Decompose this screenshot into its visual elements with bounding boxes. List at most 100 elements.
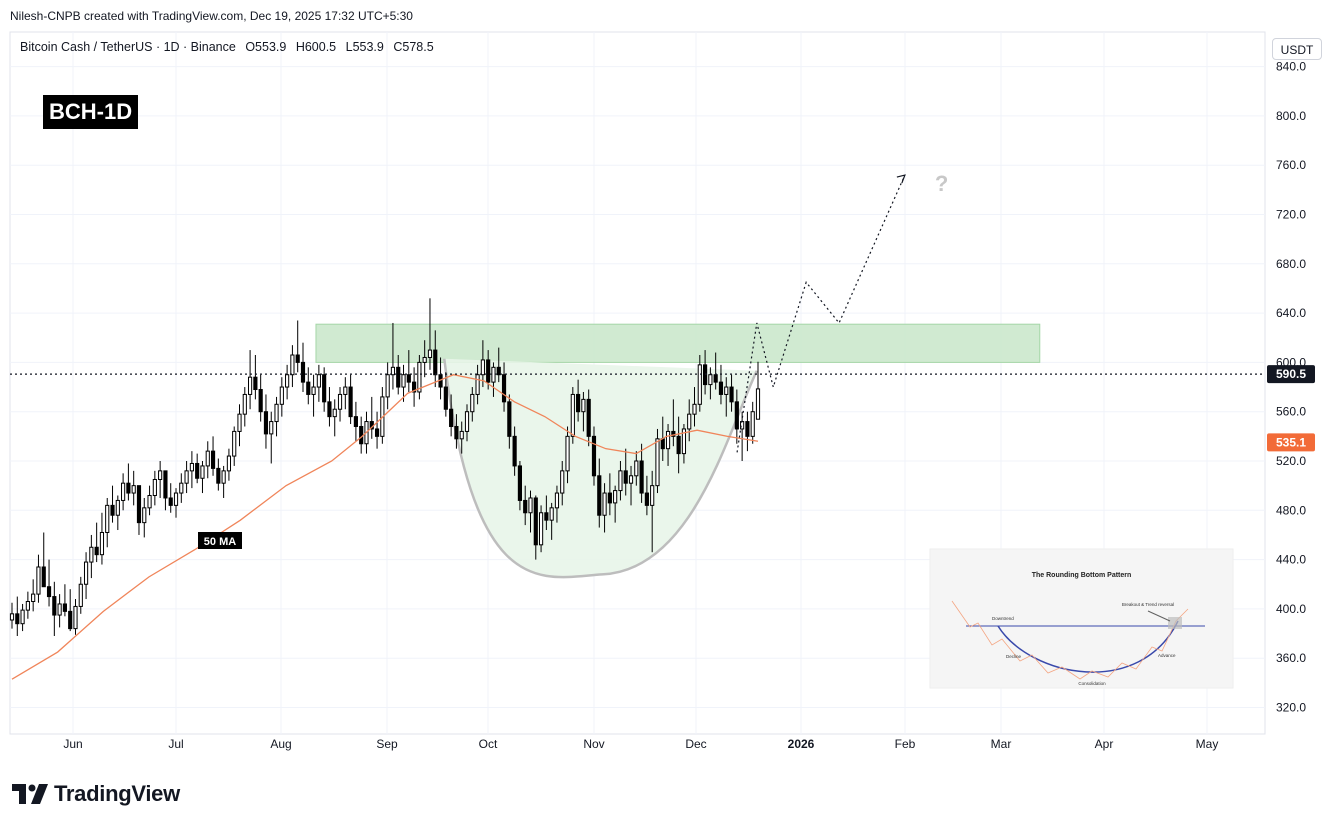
candle-up	[311, 386, 316, 395]
candle-down	[507, 401, 512, 437]
candle-up	[179, 482, 184, 494]
x-tick-label: Oct	[479, 737, 498, 751]
candle-up	[565, 435, 570, 472]
candle-down	[374, 428, 380, 437]
candle-up	[332, 408, 337, 418]
candle-up	[115, 499, 120, 516]
candle-down	[576, 393, 581, 413]
candle-up	[470, 393, 475, 413]
candle-up	[665, 430, 671, 450]
y-tick-label: 440.0	[1276, 553, 1306, 567]
candle-up	[343, 386, 348, 395]
x-tick-label: Nov	[583, 737, 604, 751]
last-price-tag	[1267, 365, 1315, 384]
inset-label-advance: Advance	[1158, 653, 1176, 658]
candle-up	[724, 386, 729, 395]
candle-up	[655, 438, 660, 487]
inset-label-downtrend: Downtrend	[992, 616, 1014, 621]
candle-up	[422, 356, 427, 363]
candle-down	[253, 376, 258, 391]
candle-up	[20, 609, 25, 625]
candle-down	[126, 482, 131, 494]
candle-up	[105, 504, 110, 533]
candle-down	[639, 460, 644, 494]
candle-up	[491, 366, 496, 383]
candle-up	[269, 421, 274, 435]
candle-down	[216, 467, 221, 484]
rounding-bottom-fill	[444, 358, 757, 578]
x-tick-label: 2026	[788, 737, 815, 751]
candle-up	[232, 430, 237, 457]
candle-down	[110, 504, 115, 516]
candle-up	[31, 593, 36, 603]
currency-button[interactable]: USDT	[1272, 38, 1322, 60]
y-tick-label: 840.0	[1276, 60, 1306, 74]
candle-down	[163, 470, 168, 499]
candle-up	[274, 403, 279, 423]
candle-up	[385, 374, 390, 398]
y-tick-label: 480.0	[1276, 503, 1306, 517]
candle-down	[52, 596, 57, 616]
candle-down	[62, 603, 67, 612]
candle-up	[692, 403, 697, 415]
candle-down	[454, 425, 459, 440]
candle-up	[147, 495, 152, 509]
ma-line	[11, 374, 759, 680]
candle-down	[623, 470, 628, 484]
candle-up	[549, 507, 554, 521]
candle-down	[512, 435, 517, 467]
candle-down	[734, 401, 739, 430]
inset-label-consolidation: Consolidation	[1078, 681, 1106, 686]
candle-up	[73, 605, 78, 630]
candle-up	[57, 603, 62, 616]
candle-down	[406, 374, 411, 383]
candle-up	[475, 374, 480, 395]
candle-up	[9, 613, 15, 621]
y-tick-label: 640.0	[1276, 306, 1306, 320]
candle-up	[750, 411, 755, 437]
candle-up	[560, 470, 565, 494]
candle-up	[226, 455, 232, 472]
symbol-line: Bitcoin Cash / TetherUS · 1D · Binance	[20, 40, 236, 54]
ma-label-box	[198, 532, 242, 549]
inset-breakout-arrow	[1147, 610, 1171, 622]
candle-down	[41, 566, 46, 588]
candle-down	[713, 374, 718, 383]
candle-down	[501, 374, 507, 403]
candle-down	[676, 435, 681, 455]
candle-down	[671, 430, 676, 437]
candle-up	[390, 366, 396, 376]
candle-up	[602, 492, 607, 516]
x-tick-label: Sep	[376, 737, 398, 751]
candle-down	[68, 610, 73, 630]
x-tick-label: Jul	[168, 737, 183, 751]
tradingview-brand[interactable]: TradingView	[12, 781, 180, 807]
rounding-bottom-curve	[443, 358, 758, 579]
y-tick-label: 400.0	[1276, 602, 1306, 616]
candle-down	[353, 416, 358, 427]
candle-down	[729, 386, 734, 403]
candle-up	[480, 359, 485, 376]
candle-up	[247, 376, 253, 395]
x-tick-label: Apr	[1095, 737, 1114, 751]
ohlc-high: H600.5	[295, 40, 337, 54]
candle-up	[708, 374, 713, 386]
candle-up	[158, 470, 163, 480]
ohlc-close: C578.5	[393, 40, 434, 54]
symbol-info: Bitcoin Cash / TetherUS · 1D · Binance O…	[20, 40, 434, 54]
candle-down	[607, 492, 612, 504]
candle-down	[496, 366, 501, 376]
candle-up	[570, 393, 575, 437]
candle-down	[322, 374, 327, 403]
candle-down	[258, 389, 263, 413]
ohlc-low: L553.9	[345, 40, 384, 54]
candle-up	[628, 475, 634, 484]
candle-up	[613, 490, 618, 504]
candle-up	[242, 393, 247, 415]
candle-down	[597, 475, 602, 516]
candle-down	[46, 586, 52, 598]
candle-down	[523, 499, 528, 514]
ma-price-label: 535.1	[1276, 435, 1306, 449]
candle-down	[295, 354, 300, 363]
